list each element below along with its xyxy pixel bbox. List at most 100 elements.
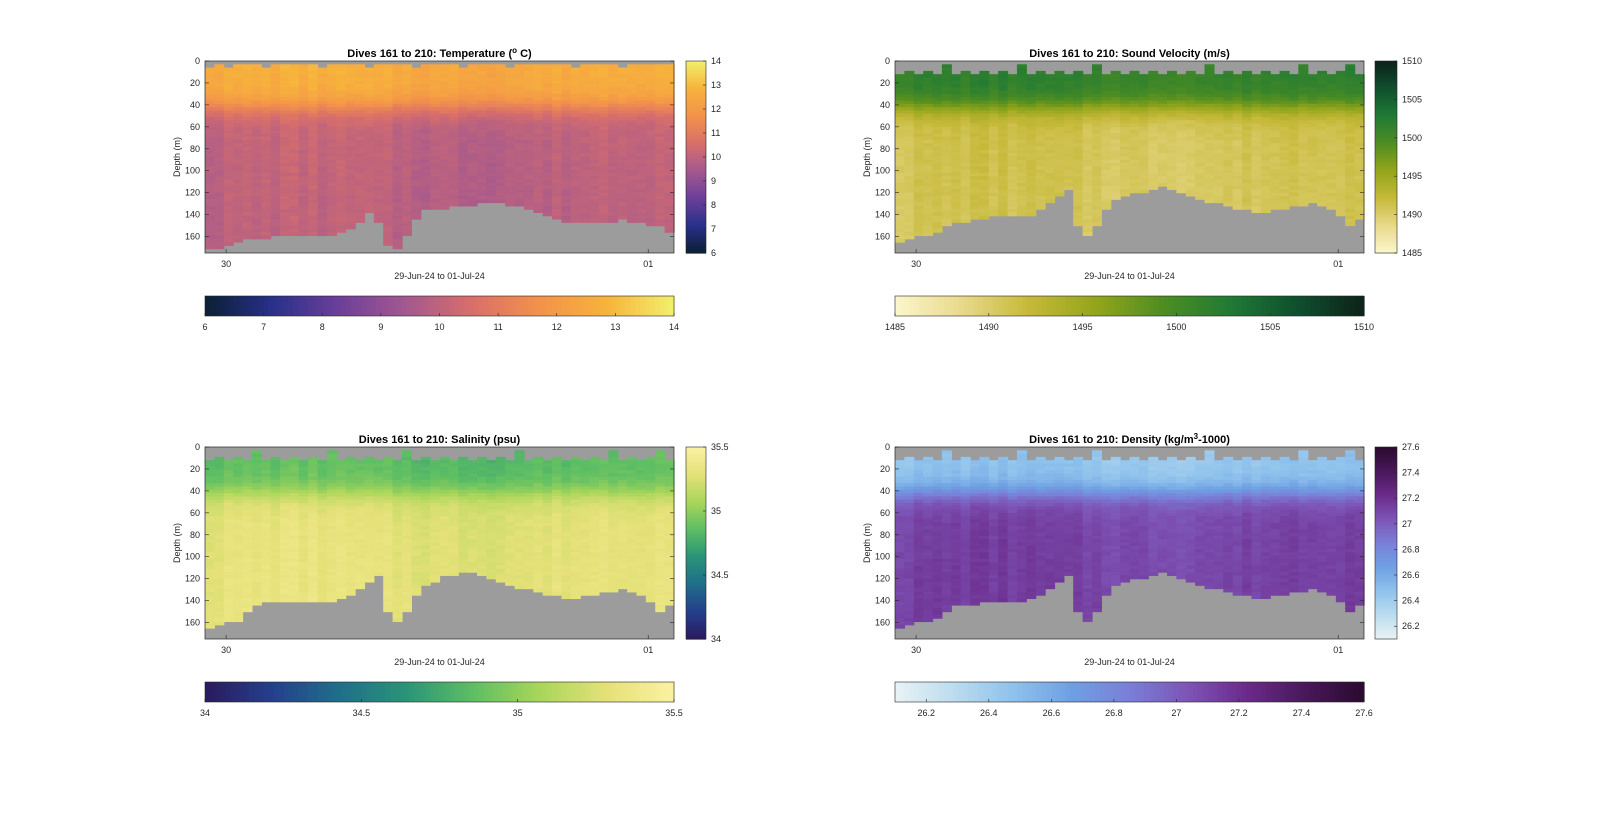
heatmap-cell: [317, 199, 328, 204]
heatmap-cell: [430, 169, 441, 174]
heatmap-cell: [1101, 159, 1112, 164]
heatmap-cell: [979, 163, 990, 167]
heatmap-cell: [1016, 103, 1027, 108]
heatmap-cell: [904, 228, 915, 233]
heatmap-cell: [1326, 93, 1337, 98]
heatmap-cell: [904, 202, 915, 207]
heatmap-cell: [280, 136, 291, 141]
heatmap-cell: [552, 64, 563, 69]
heatmap-cell: [298, 70, 309, 75]
heatmap-cell: [1345, 189, 1356, 194]
heatmap-cell: [655, 195, 666, 200]
heatmap-cell: [411, 70, 422, 75]
heatmap-cell: [1026, 159, 1037, 164]
heatmap-cell: [589, 103, 600, 108]
heatmap-cell: [1326, 189, 1337, 194]
heatmap-cell: [1242, 139, 1253, 144]
heatmap-cell: [298, 189, 309, 194]
colorbar-segment: [332, 296, 338, 316]
heatmap-cell: [998, 176, 1009, 181]
heatmap-cell: [664, 84, 675, 88]
heatmap-cell: [401, 169, 412, 174]
heatmap-cell: [1035, 87, 1046, 92]
heatmap-cell: [1185, 100, 1196, 105]
heatmap-cell: [392, 215, 403, 220]
heatmap-cell: [392, 169, 403, 174]
heatmap-cell: [1110, 90, 1121, 95]
heatmap-cell: [1082, 149, 1093, 154]
heatmap-cell: [1223, 176, 1234, 181]
heatmap-cell: [514, 163, 525, 167]
heatmap-cell: [223, 225, 234, 230]
heatmap-cell: [392, 163, 403, 167]
heatmap-cell: [1035, 97, 1046, 102]
heatmap-cell: [298, 74, 309, 79]
heatmap-cell: [336, 209, 347, 214]
heatmap-cell: [205, 242, 215, 246]
heatmap-cell: [495, 172, 506, 177]
heatmap-cell: [1279, 87, 1290, 92]
colorbar-segment: [686, 169, 706, 172]
heatmap-cell: [951, 156, 962, 161]
heatmap-cell: [1007, 146, 1018, 151]
heatmap-cell: [923, 166, 934, 171]
heatmap-cell: [932, 209, 943, 214]
heatmap-cell: [439, 149, 450, 154]
heatmap-cell: [420, 74, 431, 79]
heatmap-cell: [1260, 166, 1271, 171]
heatmap-cell: [561, 87, 572, 92]
heatmap-cell: [636, 186, 647, 190]
heatmap-cell: [895, 113, 905, 118]
heatmap-cell: [1232, 120, 1243, 125]
heatmap-cell: [1110, 182, 1121, 187]
heatmap-cell: [589, 130, 600, 135]
colorbar-segment: [644, 296, 651, 316]
heatmap-cell: [1167, 169, 1177, 174]
heatmap-cell: [923, 74, 934, 79]
heatmap-cell: [664, 64, 675, 69]
heatmap-cell: [364, 166, 375, 171]
heatmap-cell: [280, 90, 291, 95]
heatmap-cell: [542, 67, 553, 72]
heatmap-cell: [570, 179, 581, 184]
heatmap-cell: [1120, 189, 1131, 194]
heatmap-cell: [214, 153, 225, 158]
colorbar-segment: [1375, 69, 1397, 72]
colorbar-segment: [1375, 223, 1397, 226]
colorbar-segment: [987, 296, 994, 316]
y-tick-label: 120: [185, 188, 200, 198]
heatmap-cell: [552, 209, 563, 214]
heatmap-cell: [1101, 139, 1112, 144]
colorbar-tick-label: 7: [711, 224, 716, 234]
heatmap-cell: [251, 93, 262, 98]
heatmap-cell: [1260, 80, 1271, 85]
heatmap-cell: [533, 179, 544, 184]
heatmap-cell: [242, 110, 253, 115]
heatmap-cell: [467, 192, 478, 197]
heatmap-cell: [1101, 153, 1112, 158]
heatmap-cell: [561, 123, 572, 128]
heatmap-cell: [664, 70, 675, 75]
heatmap-cell: [589, 159, 600, 164]
heatmap-cell: [1345, 136, 1356, 141]
heatmap-cell: [242, 100, 253, 105]
heatmap-cell: [1026, 156, 1037, 161]
heatmap-cell: [458, 93, 469, 98]
heatmap-cell: [233, 143, 244, 148]
heatmap-cell: [988, 123, 999, 128]
heatmap-cell: [355, 64, 366, 69]
heatmap-cell: [298, 225, 309, 230]
heatmap-cell: [1195, 130, 1206, 135]
colorbar-segment: [1375, 197, 1397, 200]
heatmap-cell: [998, 77, 1009, 82]
chart-title: Dives 161 to 210: Temperature (o C): [347, 46, 532, 60]
colorbar-segment: [1375, 205, 1397, 208]
heatmap-cell: [1354, 123, 1365, 128]
heatmap-cell: [523, 192, 534, 197]
heatmap-cell: [1298, 133, 1309, 138]
heatmap-cell: [1232, 126, 1243, 131]
heatmap-cell: [1138, 93, 1149, 98]
heatmap-cell: [430, 143, 441, 148]
heatmap-cell: [1288, 169, 1299, 174]
heatmap-cell: [655, 90, 666, 95]
